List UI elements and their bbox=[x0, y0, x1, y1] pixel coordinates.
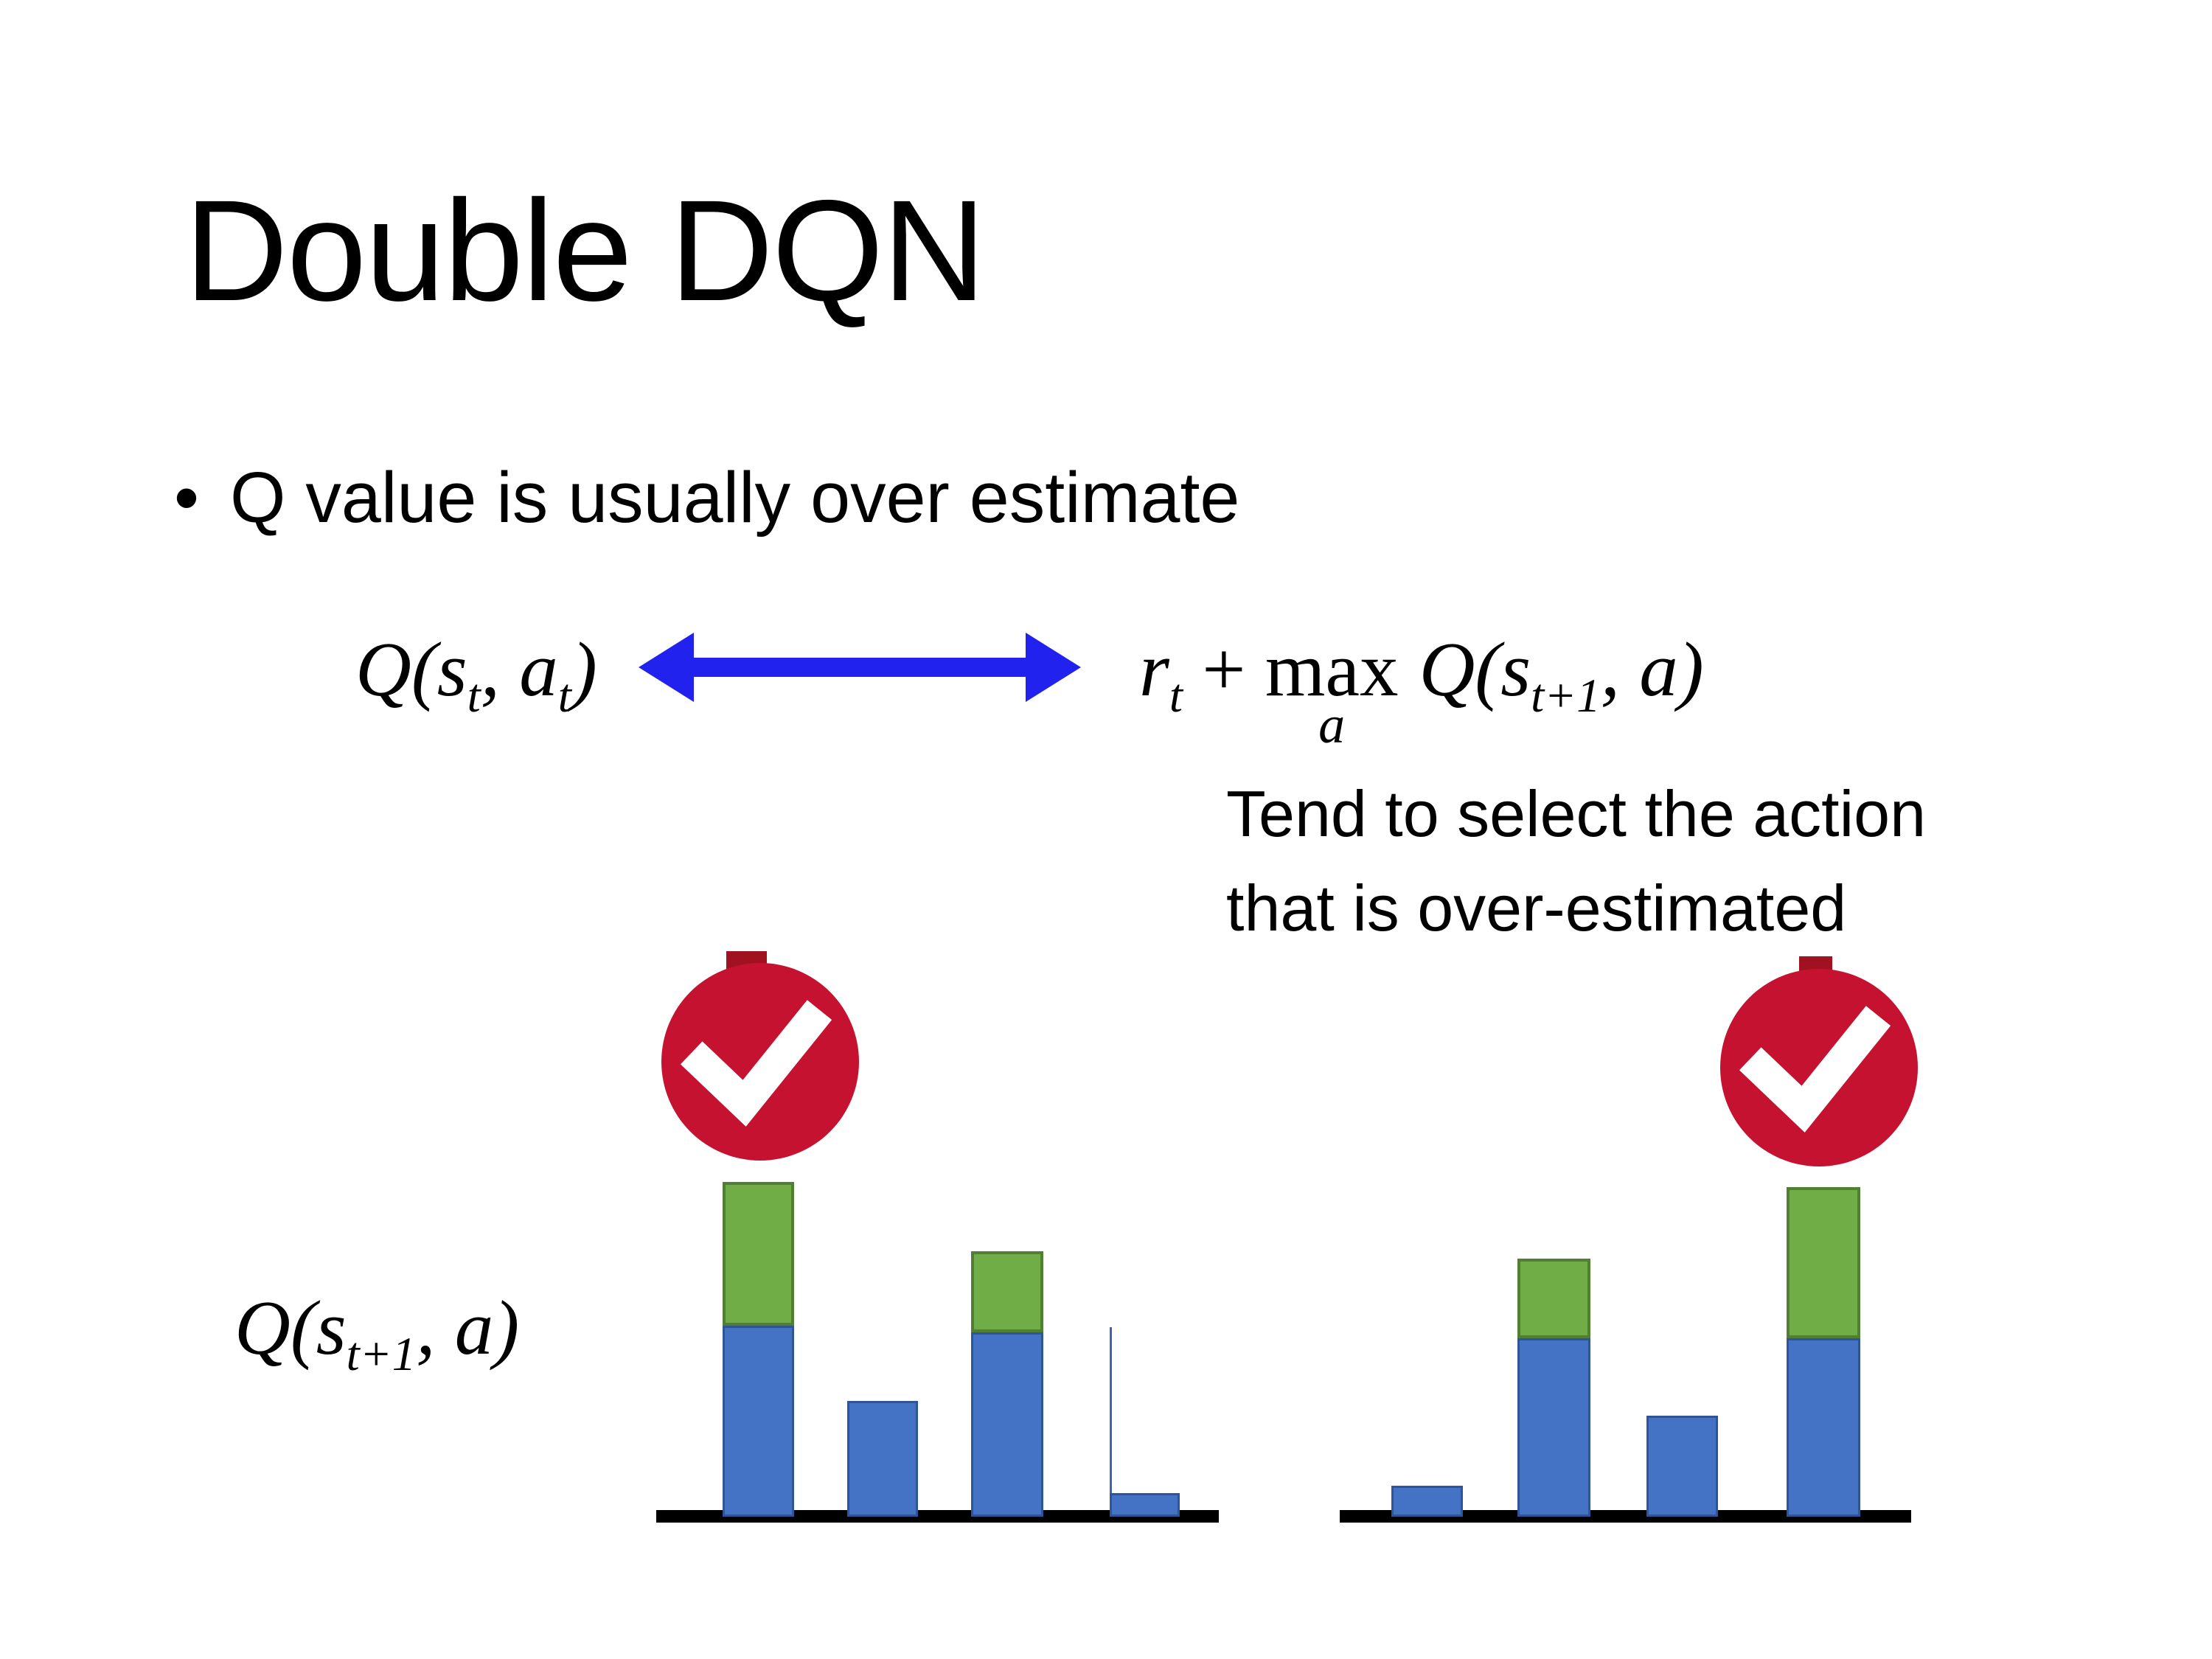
math-a: a bbox=[454, 1284, 494, 1371]
max-subscript: a bbox=[1318, 695, 1346, 754]
math-q: Q bbox=[355, 626, 411, 712]
bar-green-segment bbox=[723, 1182, 794, 1326]
bar-blue-segment bbox=[1787, 1338, 1860, 1517]
bar-blue-segment bbox=[971, 1332, 1043, 1517]
math-paren: ( bbox=[1475, 626, 1501, 712]
bar-green-segment bbox=[1517, 1259, 1590, 1338]
math-r: r bbox=[1139, 626, 1169, 712]
bar-blue-segment bbox=[1646, 1416, 1718, 1517]
annotation-text: Tend to select the action that is over-e… bbox=[1226, 767, 1926, 955]
math-plus: + bbox=[1182, 626, 1265, 712]
math-paren: ) bbox=[571, 626, 597, 712]
formula-q-next-label: Q(st+1, a) bbox=[234, 1281, 520, 1379]
bar-blue-segment bbox=[847, 1401, 918, 1517]
math-comma: , bbox=[416, 1284, 455, 1371]
math-paren: ( bbox=[411, 626, 437, 712]
max-operator: max a bbox=[1265, 623, 1399, 754]
math-paren: ) bbox=[1677, 626, 1704, 712]
check-icon bbox=[661, 963, 859, 1161]
math-s: s bbox=[1500, 626, 1531, 712]
math-sub: t bbox=[1169, 669, 1183, 723]
bar-green-segment bbox=[971, 1251, 1043, 1332]
double-arrow-shape bbox=[639, 633, 1081, 702]
annotation-line-2: that is over-estimated bbox=[1226, 871, 1847, 945]
max-label: max bbox=[1265, 626, 1399, 712]
bar-blue-segment bbox=[1391, 1486, 1463, 1517]
bar-blue-segment bbox=[1517, 1338, 1590, 1517]
bar-green-segment bbox=[1787, 1187, 1860, 1338]
math-sub: t bbox=[557, 669, 571, 723]
math-a: a bbox=[1639, 626, 1678, 712]
math-comma: , bbox=[480, 626, 520, 712]
math-sub: t+1 bbox=[1531, 669, 1601, 723]
chart-baseline bbox=[656, 1510, 1219, 1523]
bar-blue-segment bbox=[1110, 1493, 1180, 1517]
chart-baseline bbox=[1340, 1510, 1911, 1523]
formula-q-current: Q(st, at) bbox=[355, 623, 597, 720]
bar-blue-segment bbox=[723, 1326, 794, 1517]
math-paren: ) bbox=[493, 1284, 520, 1371]
math-s: s bbox=[316, 1284, 347, 1371]
math-paren: ( bbox=[290, 1284, 316, 1371]
math-a: a bbox=[519, 626, 558, 712]
math-s: s bbox=[437, 626, 467, 712]
math-q: Q bbox=[234, 1284, 291, 1371]
math-sub: t+1 bbox=[346, 1328, 417, 1381]
math-sub: t bbox=[467, 669, 481, 723]
check-mark bbox=[680, 1000, 832, 1127]
bullet-text: Q value is usually over estimate bbox=[230, 457, 1240, 538]
math-q: Q bbox=[1419, 626, 1475, 712]
formula-td-target: rt + max a Q(st+1, a) bbox=[1139, 623, 1704, 754]
slide-title: Double DQN bbox=[184, 170, 986, 331]
thin-bar-spike bbox=[1110, 1327, 1112, 1493]
bullet-marker: • bbox=[174, 457, 199, 538]
check-mark bbox=[1739, 1006, 1891, 1133]
double-arrow-icon bbox=[639, 633, 1081, 702]
annotation-line-1: Tend to select the action bbox=[1226, 777, 1927, 850]
math-comma: , bbox=[1600, 626, 1640, 712]
check-icon bbox=[1720, 969, 1918, 1166]
